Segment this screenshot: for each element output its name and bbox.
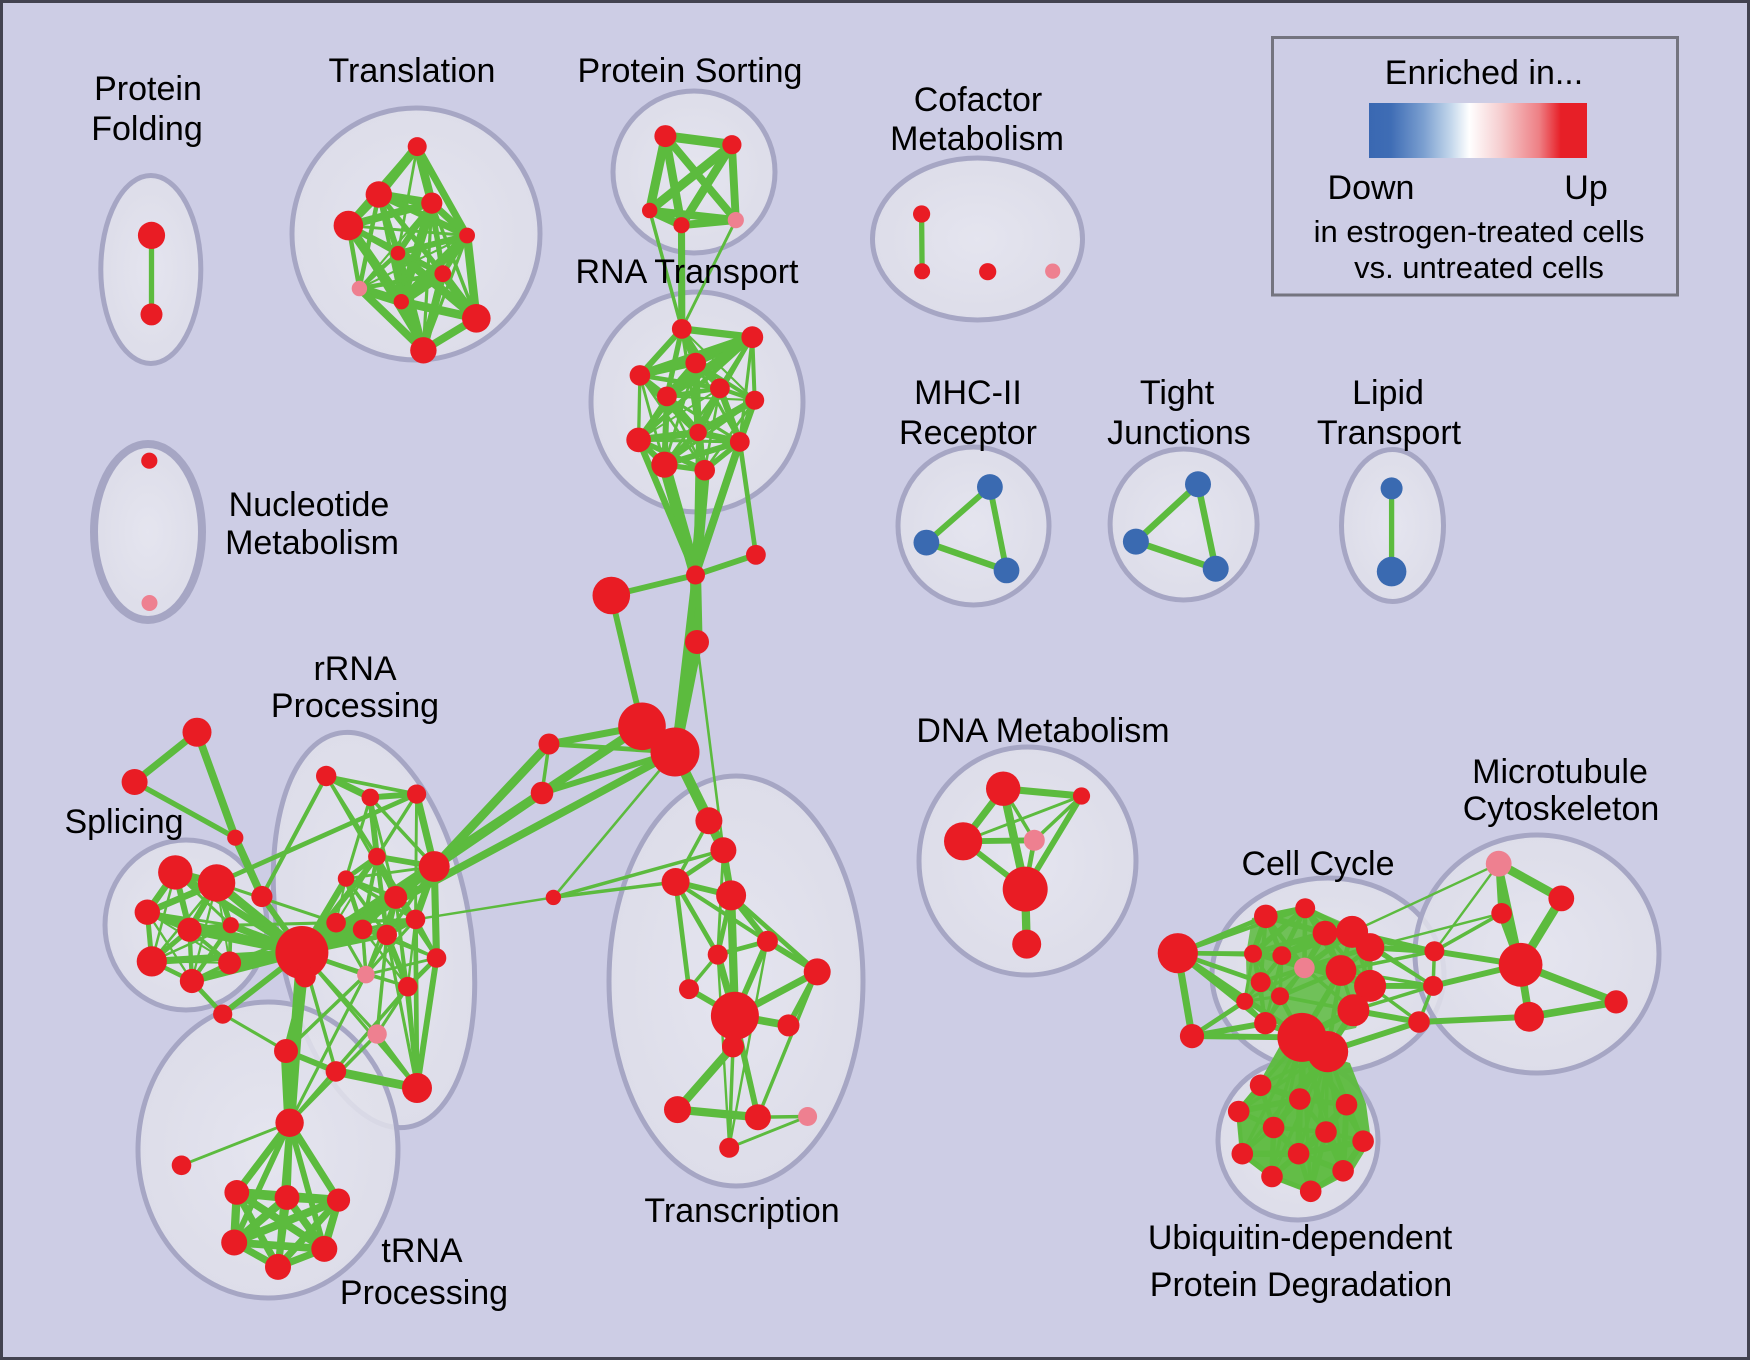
svg-text:Translation: Translation [329, 52, 496, 90]
svg-text:Lipid: Lipid [1352, 374, 1424, 412]
svg-text:Receptor: Receptor [899, 414, 1037, 452]
svg-text:Junctions: Junctions [1107, 414, 1251, 452]
svg-text:Metabolism: Metabolism [890, 120, 1064, 158]
svg-text:Tight: Tight [1140, 374, 1215, 412]
svg-text:Protein Sorting: Protein Sorting [578, 52, 803, 90]
svg-text:in estrogen-treated cells: in estrogen-treated cells [1314, 214, 1645, 249]
svg-text:Transcription: Transcription [644, 1192, 839, 1230]
svg-text:vs. untreated cells: vs. untreated cells [1354, 250, 1604, 285]
svg-text:Cytoskeleton: Cytoskeleton [1463, 790, 1660, 828]
svg-text:Metabolism: Metabolism [225, 524, 399, 562]
svg-text:Processing: Processing [271, 687, 439, 725]
svg-text:Nucleotide: Nucleotide [229, 486, 390, 524]
svg-text:MHC-II: MHC-II [914, 374, 1022, 412]
svg-text:Ubiquitin-dependent: Ubiquitin-dependent [1148, 1219, 1453, 1257]
svg-text:Up: Up [1564, 169, 1607, 207]
svg-text:Transport: Transport [1317, 414, 1462, 452]
svg-text:RNA Transport: RNA Transport [576, 253, 800, 291]
svg-text:Down: Down [1328, 169, 1415, 207]
svg-text:tRNA: tRNA [381, 1232, 463, 1270]
svg-text:Cell Cycle: Cell Cycle [1241, 845, 1394, 883]
svg-text:Splicing: Splicing [64, 803, 183, 841]
svg-text:Enriched in...: Enriched in... [1385, 54, 1583, 92]
svg-text:Protein: Protein [94, 70, 202, 108]
svg-text:Processing: Processing [340, 1274, 508, 1312]
svg-text:Protein Degradation: Protein Degradation [1150, 1266, 1452, 1304]
svg-text:Microtubule: Microtubule [1472, 753, 1648, 791]
svg-text:Cofactor: Cofactor [914, 81, 1043, 119]
svg-text:Folding: Folding [91, 110, 203, 148]
svg-text:rRNA: rRNA [313, 650, 396, 688]
svg-text:DNA Metabolism: DNA Metabolism [916, 712, 1169, 750]
